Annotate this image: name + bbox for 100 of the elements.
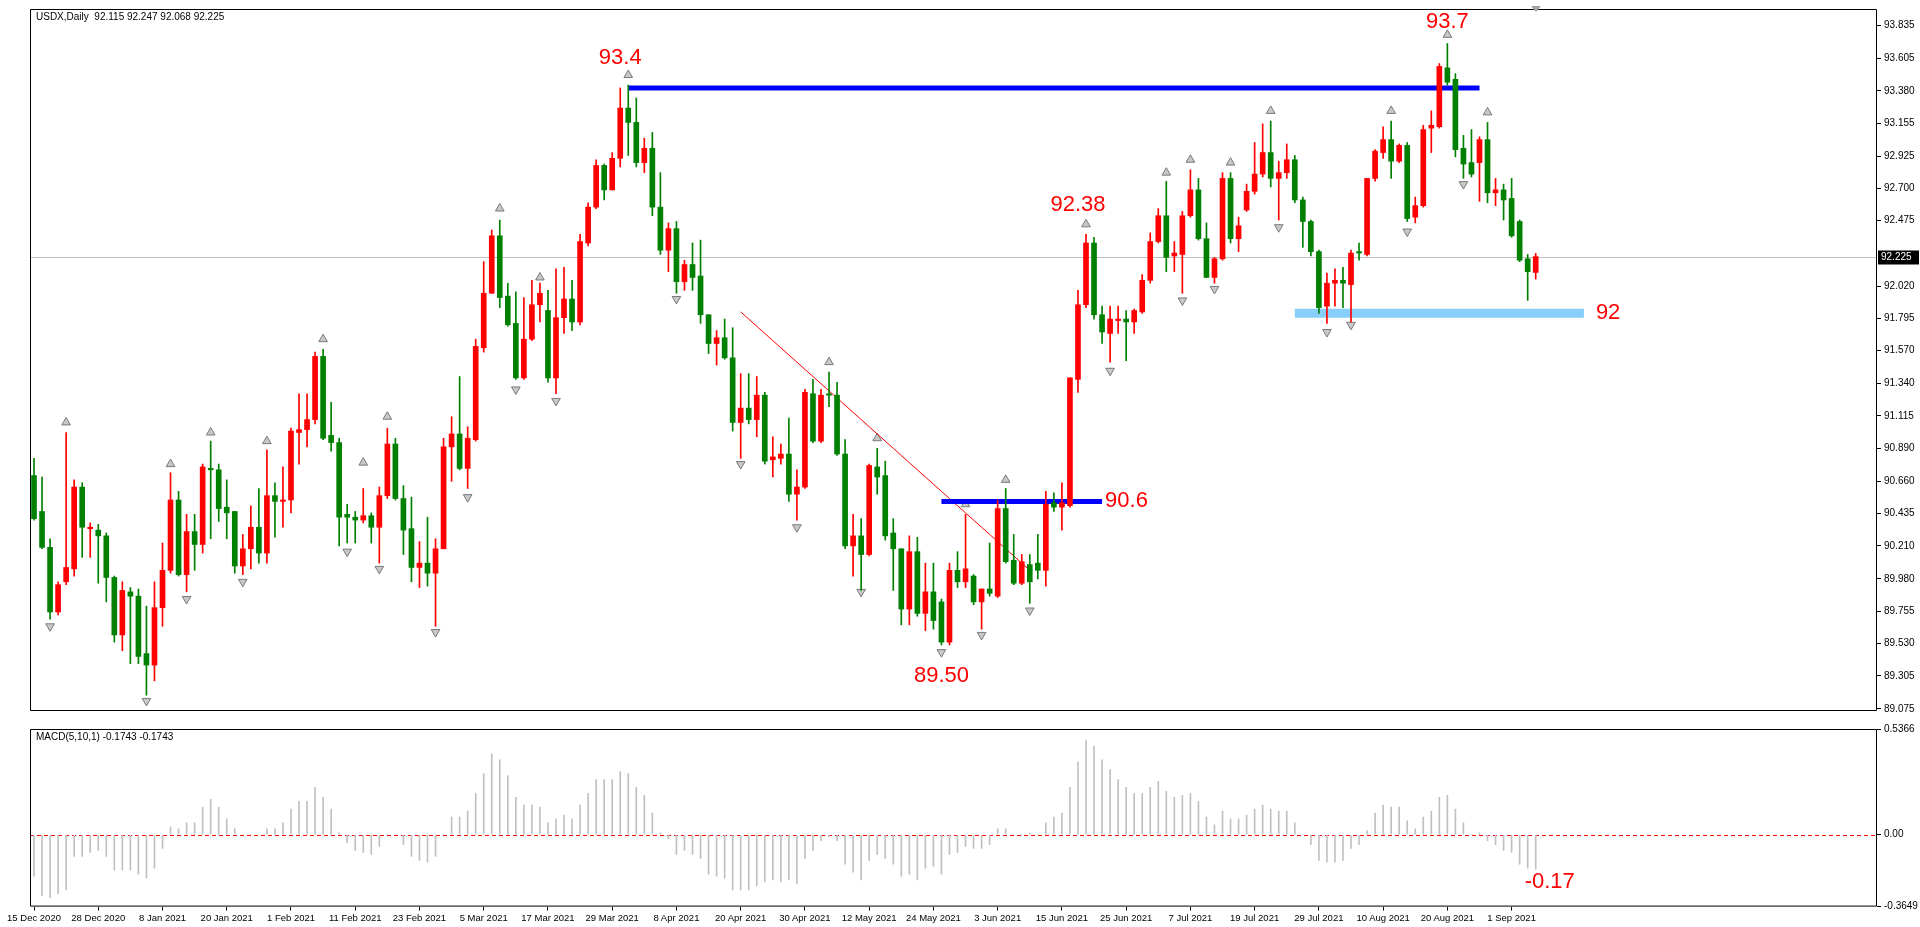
point [382, 411, 393, 420]
x-tick-label: 17 Mar 2021 [521, 911, 575, 923]
point [1482, 106, 1493, 116]
candlestick [95, 524, 102, 584]
point [430, 629, 441, 638]
candlestick [280, 466, 286, 528]
candlestick [1332, 268, 1338, 307]
x-tick-label: 29 Jul 2021 [1294, 911, 1344, 923]
candlestick [745, 373, 752, 425]
candlestick [737, 373, 744, 459]
point [936, 649, 947, 658]
candlestick [352, 511, 359, 544]
candlestick [63, 432, 69, 585]
ref-line-label: 92.225 [1881, 251, 1913, 263]
y-tick-label: 93.380 [1884, 84, 1916, 96]
candlestick [1356, 242, 1362, 261]
candlestick [328, 402, 334, 452]
x-tick-label: 15 Jun 2021 [1035, 911, 1089, 923]
point [462, 494, 473, 503]
candlestick [769, 436, 776, 478]
x-tick-label: 1 Sep 2021 [1487, 911, 1536, 923]
x-tick-label: 20 Apr 2021 [715, 911, 767, 923]
x-tick-label: 5 Mar 2021 [459, 911, 508, 923]
candlestick [625, 84, 632, 156]
point [623, 69, 634, 79]
series-label: 92 [1595, 299, 1621, 325]
y-tick-label: 92.700 [1884, 182, 1916, 194]
point [1081, 218, 1091, 228]
point [1273, 224, 1284, 233]
point [1000, 474, 1011, 483]
x-tick-label: 8 Jan 2021 [138, 911, 187, 923]
point [792, 524, 802, 533]
candlestick [1115, 305, 1121, 334]
candlestick [1275, 160, 1282, 221]
point [262, 435, 272, 445]
point [61, 416, 71, 426]
y-tick-label: 89.980 [1884, 572, 1916, 584]
candlestick [296, 393, 302, 465]
x-tick-label: 11 Feb 2021 [328, 911, 382, 923]
candlestick [890, 518, 897, 591]
point [205, 427, 216, 436]
point [181, 596, 192, 605]
y-tick-label: 89.075 [1884, 702, 1916, 714]
candlestick [344, 503, 351, 544]
point [1161, 167, 1172, 176]
x-tick-label: 12 May 2021 [841, 911, 897, 923]
candlestick [304, 393, 310, 448]
candlestick [360, 488, 367, 524]
y-tick-label: 93.605 [1884, 52, 1916, 64]
y-tick-label: 90.210 [1884, 539, 1916, 551]
series-label: 90.6 [1105, 487, 1148, 513]
x-tick-label: 29 Mar 2021 [585, 911, 639, 923]
y-tick-label: 89.755 [1884, 604, 1916, 616]
x-tick-label: 7 Jul 2021 [1168, 911, 1213, 923]
x-tick-label: 1 Feb 2021 [266, 911, 316, 923]
y-tick-label: 93.835 [1884, 19, 1916, 31]
candlestick [826, 371, 832, 407]
y-tick-label: 0.00 [1884, 828, 1904, 840]
point [1442, 29, 1453, 38]
y-tick-label: 91.570 [1884, 344, 1916, 356]
y-tick-label: 90.890 [1884, 442, 1916, 454]
point [237, 578, 248, 588]
point [551, 397, 561, 407]
point [342, 548, 353, 558]
y-tick-label: 0.5366 [1884, 722, 1916, 734]
x-tick-label: 23 Feb 2021 [392, 911, 447, 923]
point [976, 631, 987, 641]
point [1225, 157, 1236, 166]
y-tick-label: 92.020 [1884, 279, 1916, 291]
point [671, 295, 682, 305]
x-tick-label: 15 Dec 2020 [7, 911, 61, 923]
x-tick-label: 20 Aug 2021 [1420, 911, 1475, 923]
point [318, 333, 328, 343]
point [1386, 105, 1396, 114]
point [1105, 367, 1115, 377]
point [1346, 321, 1356, 331]
y-tick-label: 91.795 [1884, 312, 1916, 324]
y-tick-label: -0.3649 [1884, 900, 1919, 912]
candlestick [87, 522, 94, 558]
annotation: 93.7 [1425, 8, 1469, 34]
y-tick-label: 91.340 [1884, 377, 1916, 389]
x-tick-label: 20 Jan 2021 [200, 911, 253, 923]
x-tick-label: 24 May 2021 [905, 911, 961, 923]
candlestick [794, 469, 800, 521]
candlestick [1034, 534, 1041, 580]
candlestick [850, 514, 856, 577]
y-tick-label: 89.530 [1884, 637, 1916, 649]
y-tick-label: 90.660 [1884, 475, 1916, 487]
point [45, 623, 55, 632]
point [141, 697, 152, 707]
point [872, 432, 883, 442]
point [165, 458, 176, 468]
x-tick-label: 25 Jun 2021 [1100, 911, 1153, 923]
candlestick [207, 440, 214, 540]
y-tick-label: 90.435 [1884, 507, 1916, 519]
point [511, 386, 521, 395]
data-label: -0.17 [1524, 868, 1575, 894]
point [1322, 329, 1332, 338]
chart-title: USDX,Daily 92.115 92.247 92.068 92.225 [36, 10, 225, 22]
y-tick-label: 93.155 [1884, 116, 1916, 128]
